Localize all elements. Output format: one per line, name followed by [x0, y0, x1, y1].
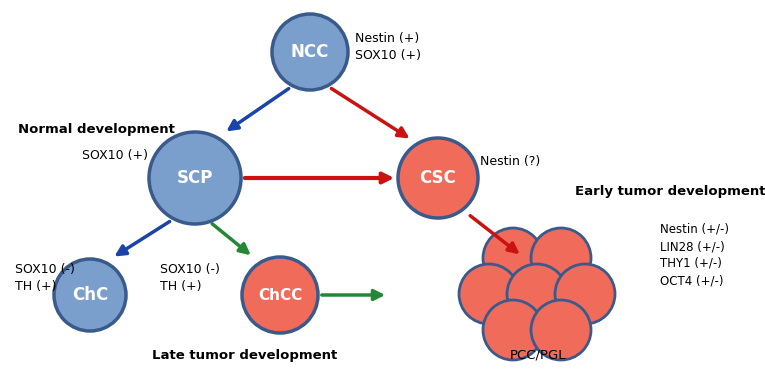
- Circle shape: [507, 264, 567, 324]
- Circle shape: [555, 264, 615, 324]
- Circle shape: [242, 257, 318, 333]
- Circle shape: [149, 132, 241, 224]
- Circle shape: [531, 228, 591, 288]
- Circle shape: [483, 300, 543, 360]
- Text: Normal development: Normal development: [18, 124, 175, 136]
- Text: SOX10 (-)
TH (+): SOX10 (-) TH (+): [160, 263, 220, 293]
- Text: SCP: SCP: [177, 169, 213, 187]
- Text: Nestin (+)
SOX10 (+): Nestin (+) SOX10 (+): [355, 32, 421, 62]
- Text: ChCC: ChCC: [258, 288, 302, 302]
- Circle shape: [54, 259, 126, 331]
- Text: SOX10 (-)
TH (+): SOX10 (-) TH (+): [15, 263, 75, 293]
- Text: NCC: NCC: [291, 43, 329, 61]
- Text: PCC/PGL: PCC/PGL: [509, 349, 566, 361]
- Circle shape: [483, 228, 543, 288]
- Text: Nestin (?): Nestin (?): [480, 155, 540, 169]
- Circle shape: [398, 138, 478, 218]
- Circle shape: [459, 264, 519, 324]
- Text: CSC: CSC: [420, 169, 457, 187]
- Text: Early tumor development: Early tumor development: [575, 186, 765, 198]
- Circle shape: [272, 14, 348, 90]
- Circle shape: [531, 300, 591, 360]
- Text: Late tumor development: Late tumor development: [152, 349, 337, 361]
- Text: ChC: ChC: [72, 286, 108, 304]
- Text: Nestin (+/-)
LIN28 (+/-)
THY1 (+/-)
OCT4 (+/-): Nestin (+/-) LIN28 (+/-) THY1 (+/-) OCT4…: [660, 223, 729, 287]
- Text: SOX10 (+): SOX10 (+): [82, 149, 148, 161]
